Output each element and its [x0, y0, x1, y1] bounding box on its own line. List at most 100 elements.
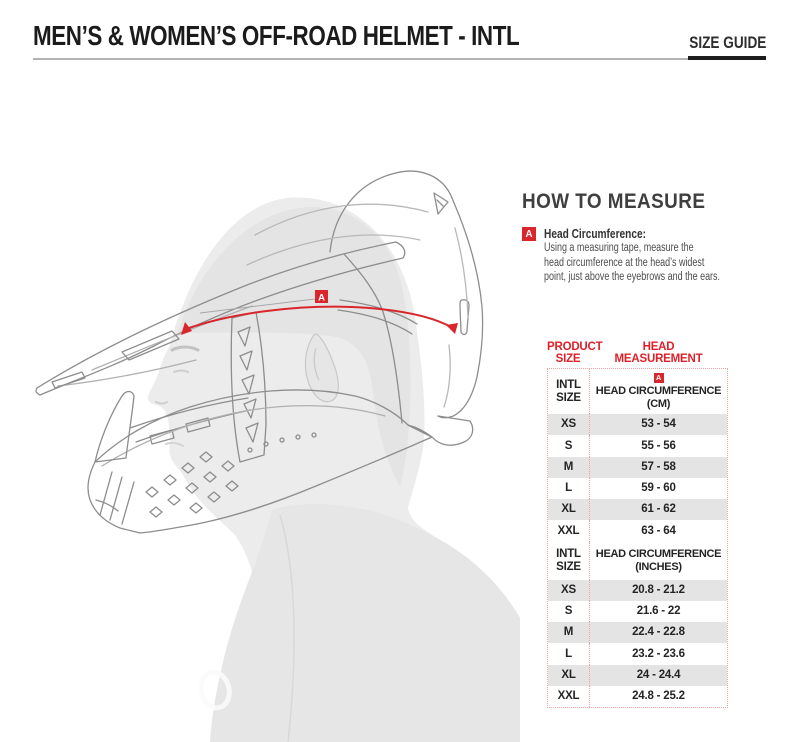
helmet-measure-illustration: A — [35, 170, 520, 742]
how-to-measure-heading: HOW TO MEASURE — [522, 190, 706, 213]
measure-item-line: point, just above the eyebrows and the e… — [544, 271, 721, 283]
cheek-lattice-triangles — [237, 326, 259, 443]
shirt — [210, 504, 520, 742]
mouth-vent-slats — [95, 471, 135, 525]
size-cell: L — [548, 477, 590, 499]
eyebrow — [170, 345, 200, 352]
table-row: M 57 - 58 — [548, 456, 727, 478]
helmet-shell-outline — [329, 170, 484, 419]
chinbar-outline — [87, 389, 433, 534]
measure-item-title: Head Circumference: — [544, 226, 647, 241]
helmet-crest-vent — [433, 192, 449, 215]
size-guide-tab[interactable]: SIZE GUIDE — [688, 33, 766, 52]
section-size-label: INTL SIZE — [548, 369, 590, 414]
chinbar-front-spike — [94, 390, 135, 463]
size-cell: XS — [548, 579, 590, 601]
table-row: XS 20.8 - 21.2 — [548, 579, 727, 601]
hair-shade — [178, 207, 411, 487]
chinbar-dot-vent — [263, 441, 269, 447]
ear-inner-line — [313, 347, 320, 381]
measurement-cell: 55 - 56 — [641, 439, 676, 452]
helmet-panel-lines — [443, 227, 469, 408]
helmet-lineart — [35, 170, 484, 534]
size-table-column-headers: PRODUCT SIZE HEAD MEASUREMENT — [547, 341, 728, 368]
column-header-product-size: PRODUCT SIZE — [547, 341, 603, 365]
size-cell: S — [548, 435, 590, 457]
marker-a-badge: A — [653, 373, 664, 383]
measurement-cell: 20.8 - 21.2 — [632, 583, 685, 596]
measurement-cell: 23.2 - 23.6 — [632, 647, 685, 660]
section-measurement-label: HEAD CIRCUMFERENCE (INCHES) — [595, 548, 722, 573]
measure-item-head-circumference: A Head Circumference: Using a measuring … — [522, 226, 792, 285]
measure-item-line: Using a measuring tape, measure the — [544, 242, 694, 254]
measurement-cell: 24 - 24.4 — [636, 668, 681, 681]
table-row: L 23.2 - 23.6 — [548, 643, 727, 665]
person-silhouette — [147, 197, 520, 742]
chinbar-diamond-vents — [145, 451, 239, 518]
measure-marker-a-label: A — [318, 293, 325, 304]
measurement-cell: 61 - 62 — [641, 503, 676, 516]
how-to-measure-section: HOW TO MEASURE A Head Circumference: Usi… — [522, 190, 792, 285]
chinbar-dot-vent — [279, 437, 285, 443]
size-cell: XL — [548, 664, 590, 686]
size-cell: XXL — [548, 520, 590, 542]
nostril-hint — [155, 401, 168, 405]
measurement-cell: 53 - 54 — [641, 418, 676, 431]
tape-line — [185, 305, 454, 330]
measuring-tape: A — [181, 290, 458, 335]
cheek-lattice-outline — [230, 311, 267, 463]
shirt-logo — [198, 669, 232, 711]
table-row: S 55 - 56 — [548, 435, 727, 457]
measurement-cell: 63 - 64 — [641, 524, 676, 537]
table-row: XL 61 - 62 — [548, 499, 727, 521]
measurement-cell: 57 - 58 — [641, 460, 676, 473]
measurement-cell: 21.6 - 22 — [636, 605, 681, 618]
size-guide-underline — [688, 56, 766, 60]
header-divider — [33, 58, 766, 60]
measure-marker-a — [315, 290, 328, 303]
measurement-cell: 22.4 - 22.8 — [632, 626, 685, 639]
table-row: XS 53 - 54 — [548, 414, 727, 436]
section-measurement-label: A HEAD CIRCUMFERENCE (CM) — [595, 372, 722, 410]
shirt-seam — [279, 514, 295, 742]
marker-leader-line — [199, 298, 316, 314]
table-row: XXL 24.8 - 25.2 — [548, 685, 727, 707]
size-table-body: INTL SIZE A HEAD CIRCUMFERENCE (CM) XS 53 - 54… — [547, 368, 728, 708]
size-cell: XXL — [548, 685, 590, 707]
mouth-hint — [165, 441, 184, 447]
measurement-cell: 24.8 - 25.2 — [632, 690, 685, 703]
table-row: M 22.4 - 22.8 — [548, 622, 727, 644]
eye-hint — [173, 369, 189, 373]
visor-vent-slot — [51, 330, 180, 389]
page-title: MEN’S & WOMEN’S OFF-ROAD HELMET - INTL — [33, 20, 520, 51]
tape-arrow-left — [181, 322, 192, 335]
table-row: XL 24 - 24.4 — [548, 664, 727, 686]
size-cell: L — [548, 643, 590, 665]
chinbar-dot-vent — [295, 434, 301, 440]
helmet-crown-lines — [246, 203, 429, 266]
chinbar-upper-inner-line — [101, 405, 386, 467]
size-cell: S — [548, 600, 590, 622]
tape-arrow-right — [446, 323, 458, 334]
size-cell: XL — [548, 499, 590, 521]
chinbar-dot-vent — [311, 432, 317, 438]
marker-a-badge: A — [522, 227, 536, 241]
section-size-label: INTL SIZE — [548, 541, 590, 580]
table-section-header: INTL SIZE HEAD CIRCUMFERENCE (INCHES) — [548, 541, 727, 580]
measurement-cell: 59 - 60 — [641, 482, 676, 495]
column-header-head-measurement: HEAD MEASUREMENT — [614, 341, 703, 365]
size-cell: M — [548, 456, 590, 478]
measure-item-line: head circumference at the head’s widest — [544, 256, 705, 269]
size-cell: XS — [548, 414, 590, 436]
helmet-opening-edge — [343, 253, 403, 424]
table-row: XXL 63 - 64 — [548, 520, 727, 542]
visor-detail-lines — [57, 305, 253, 387]
size-cell: M — [548, 622, 590, 644]
visor-outline — [35, 241, 406, 396]
chinbar-dot-vent — [247, 447, 253, 453]
size-table: PRODUCT SIZE HEAD MEASUREMENT INTL SIZE A H… — [547, 341, 728, 708]
table-row: S 21.6 - 22 — [548, 600, 727, 622]
table-row: L 59 - 60 — [548, 477, 727, 499]
table-section-header: INTL SIZE A HEAD CIRCUMFERENCE (CM) — [548, 369, 727, 414]
